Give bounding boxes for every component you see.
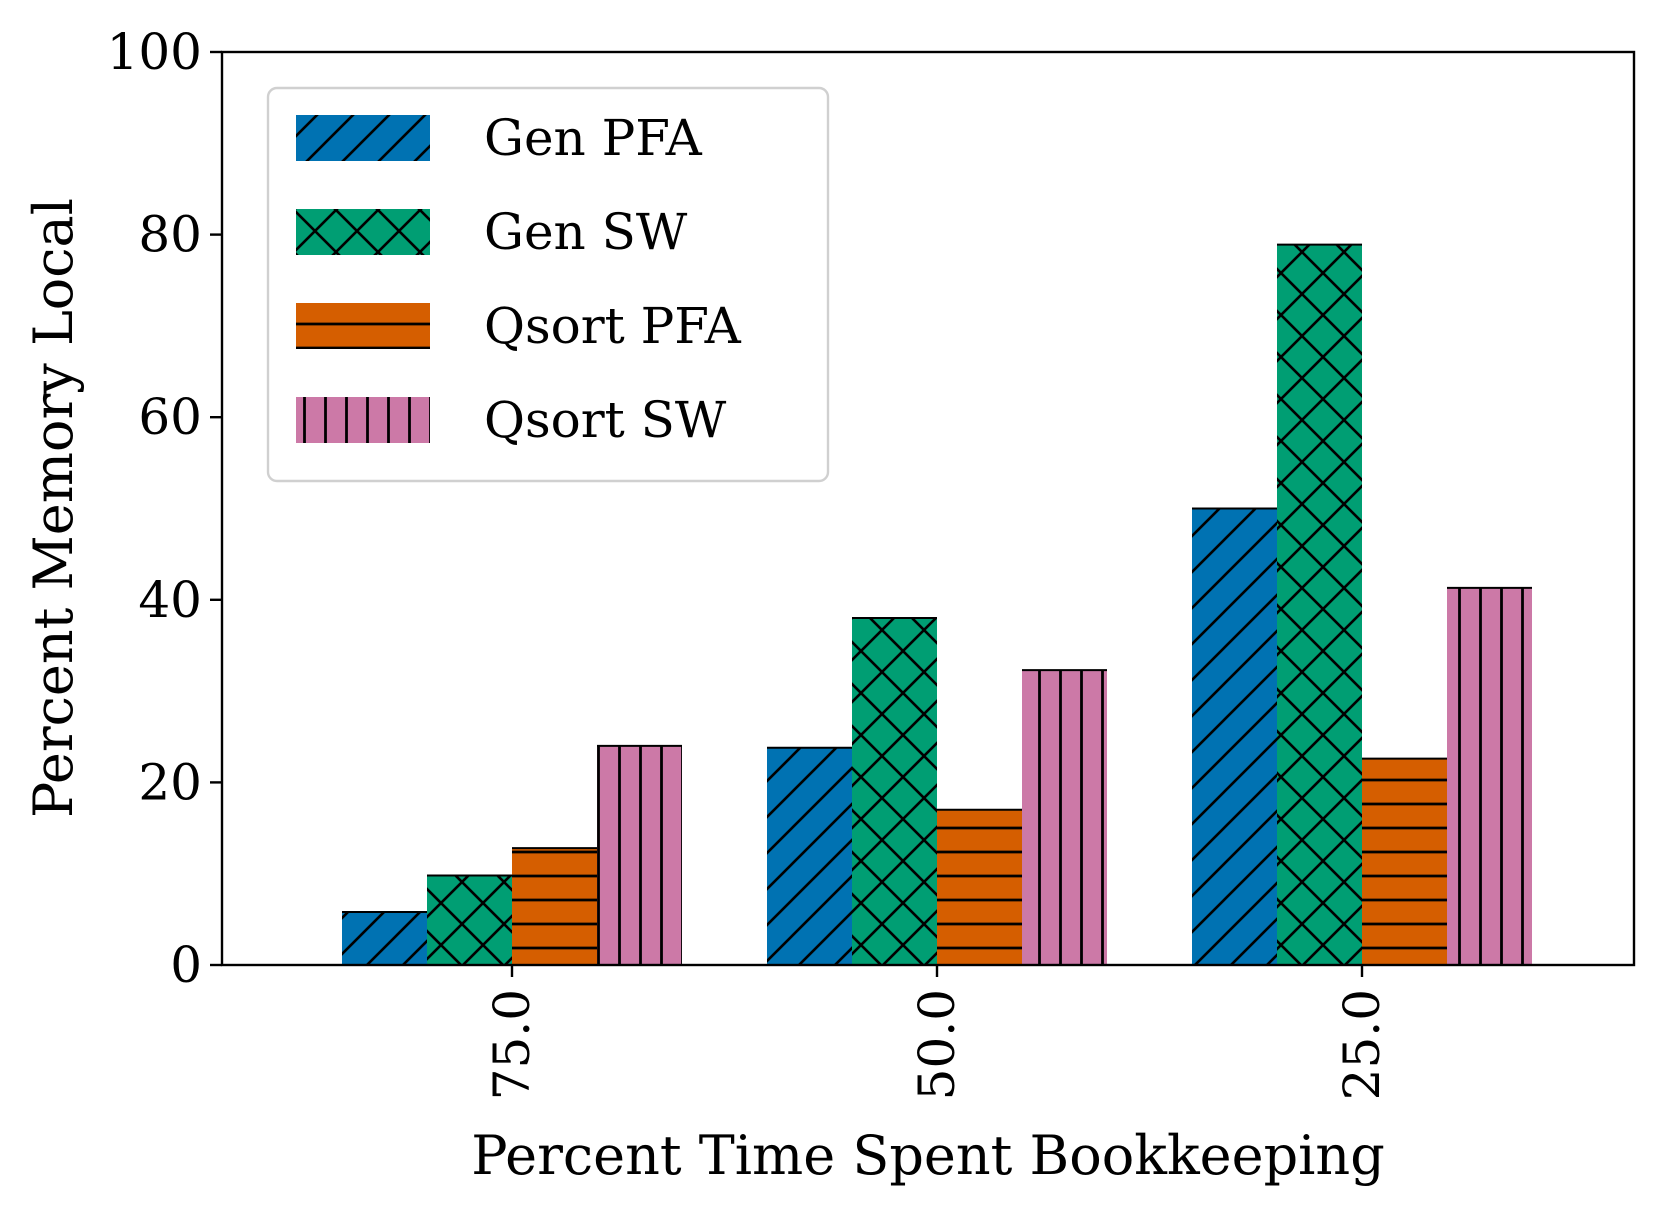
legend-label: Qsort PFA <box>484 297 742 355</box>
legend-box <box>266 86 830 483</box>
y-axis: 0 20 40 60 80 100 <box>107 23 222 994</box>
bar-qsort-pfa-50-0 <box>937 808 1022 965</box>
y-tick-label: 100 <box>107 23 202 81</box>
legend-swatch <box>296 209 430 255</box>
bar-gen-sw-50-0 <box>852 617 937 965</box>
bars <box>342 243 1532 965</box>
y-tick-label: 80 <box>138 206 202 264</box>
legend-item-qsort-pfa: Qsort PFA <box>296 297 742 355</box>
legend-item-gen-pfa: Gen PFA <box>296 109 703 167</box>
legend-item-qsort-sw: Qsort SW <box>296 391 727 449</box>
bar-qsort-sw-25-0 <box>1447 586 1532 965</box>
x-tick-label: 75.0 <box>483 989 541 1100</box>
bar-qsort-sw-75-0 <box>597 744 682 965</box>
plot-frame <box>220 50 1636 967</box>
legend-swatch <box>296 115 430 161</box>
legend-swatch <box>296 397 430 443</box>
y-tick-label: 0 <box>170 936 202 994</box>
bar-gen-sw-25-0 <box>1277 243 1362 965</box>
bar-qsort-pfa-25-0 <box>1362 757 1447 965</box>
bar-gen-pfa-50-0 <box>767 746 852 965</box>
legend-item-gen-sw: Gen SW <box>296 203 688 261</box>
y-tick-label: 20 <box>138 753 202 811</box>
x-tick-label: 25.0 <box>1333 989 1391 1100</box>
bar-qsort-sw-50-0 <box>1022 669 1107 965</box>
y-tick-label: 40 <box>138 571 202 629</box>
bar-gen-sw-75-0 <box>427 874 512 965</box>
legend-label: Qsort SW <box>484 391 727 449</box>
y-axis-label: Percent Memory Local <box>22 198 85 818</box>
bar-gen-pfa-25-0 <box>1192 507 1277 965</box>
y-tick-label: 60 <box>138 388 202 446</box>
x-tick-label: 50.0 <box>908 989 966 1100</box>
legend: Gen PFA Gen SW Qsort PFA Qsort SW <box>266 86 830 483</box>
x-axis: 75.0 50.0 25.0 <box>483 965 1391 1100</box>
legend-label: Gen SW <box>484 203 688 261</box>
legend-swatch <box>296 303 430 349</box>
bar-qsort-pfa-75-0 <box>512 847 597 965</box>
legend-label: Gen PFA <box>484 109 703 167</box>
x-axis-label: Percent Time Spent Bookkeeping <box>471 1124 1385 1187</box>
bar-gen-pfa-75-0 <box>342 911 427 965</box>
